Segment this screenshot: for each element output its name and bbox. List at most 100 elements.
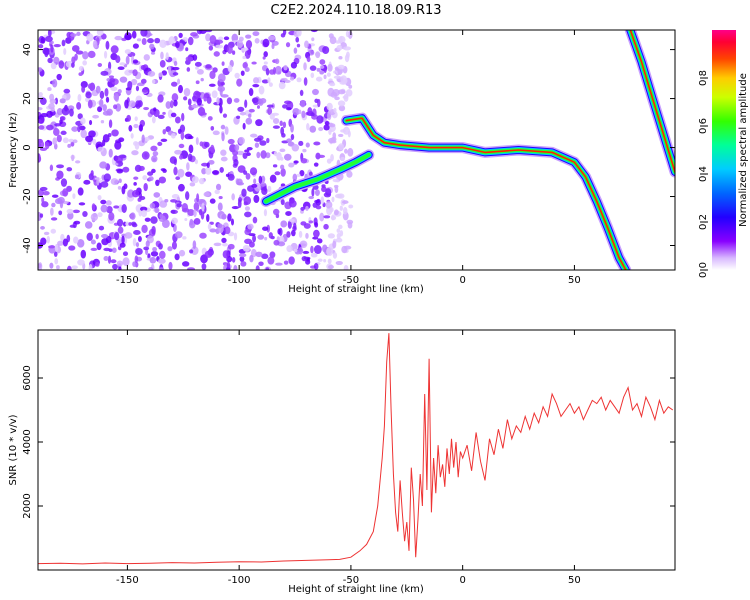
noise-speckle: [246, 146, 253, 151]
noise-speckle: [118, 137, 125, 143]
noise-speckle: [249, 167, 258, 176]
noise-speckle: [284, 100, 292, 105]
noise-speckle: [40, 225, 45, 230]
noise-speckle: [162, 128, 167, 135]
noise-speckle: [299, 89, 304, 97]
noise-speckle: [150, 51, 156, 55]
noise-speckle: [80, 249, 87, 259]
noise-speckle: [259, 140, 267, 146]
noise-speckle: [194, 159, 199, 165]
noise-speckle: [252, 234, 257, 243]
noise-speckle: [333, 107, 337, 114]
noise-speckle: [236, 182, 245, 186]
signal-trace-upper: [345, 117, 627, 270]
noise-speckle: [138, 124, 143, 132]
noise-speckle: [267, 185, 272, 193]
noise-speckle: [336, 44, 343, 51]
noise-speckle: [132, 238, 137, 247]
noise-speckle: [323, 223, 329, 230]
noise-speckle: [220, 149, 227, 156]
noise-speckle: [269, 174, 277, 183]
noise-speckle: [56, 164, 64, 169]
noise-speckle: [96, 176, 100, 186]
noise-speckle: [192, 240, 197, 250]
noise-speckle: [140, 78, 147, 84]
noise-speckle: [268, 232, 273, 239]
noise-speckle: [337, 64, 345, 70]
noise-speckle: [307, 107, 313, 115]
noise-speckle: [97, 194, 102, 201]
signal-trace: [260, 30, 675, 270]
noise-speckle: [110, 86, 118, 92]
noise-speckle: [140, 30, 148, 37]
noise-speckle: [267, 107, 273, 115]
noise-speckle: [151, 79, 156, 84]
noise-speckle: [90, 247, 98, 252]
noise-speckle: [61, 107, 70, 116]
noise-speckle: [175, 40, 180, 49]
noise-speckle: [147, 70, 156, 77]
bottom-y-tick-label: 2000: [22, 493, 33, 518]
top-x-tick-label: 0: [459, 275, 465, 286]
noise-speckle: [176, 78, 181, 85]
noise-speckle: [62, 188, 69, 197]
noise-speckle: [94, 262, 100, 267]
noise-speckle: [339, 80, 347, 85]
noise-speckle: [272, 117, 280, 124]
noise-speckle: [318, 127, 324, 132]
noise-speckle: [99, 90, 105, 99]
noise-speckle: [111, 129, 119, 137]
noise-speckle: [234, 72, 240, 79]
noise-speckle: [341, 245, 348, 254]
noise-speckle: [291, 143, 300, 152]
noise-speckle: [126, 114, 131, 122]
noise-speckle: [337, 133, 344, 138]
noise-speckle: [219, 87, 223, 97]
noise-speckle: [71, 45, 80, 52]
noise-speckle: [195, 66, 199, 70]
noise-speckle: [106, 205, 113, 214]
noise-speckle: [58, 60, 65, 69]
noise-speckle: [290, 133, 295, 141]
noise-speckle: [72, 209, 80, 214]
noise-speckle: [122, 251, 129, 257]
noise-speckle: [53, 44, 61, 48]
noise-speckle: [303, 77, 308, 86]
noise-speckle: [170, 199, 178, 203]
noise-speckle: [115, 155, 123, 164]
noise-speckle: [220, 81, 225, 86]
noise-speckle: [159, 200, 168, 208]
noise-speckle: [48, 245, 56, 249]
noise-speckle: [131, 190, 140, 198]
noise-speckle: [260, 150, 267, 159]
noise-speckle: [97, 62, 103, 67]
noise-speckle: [88, 120, 93, 126]
noise-speckle: [53, 56, 60, 64]
noise-speckle: [108, 212, 115, 221]
bottom-x-tick-label: 50: [568, 575, 581, 586]
bottom-y-axis-label: SNR (10 * v/v): [8, 414, 19, 485]
top-y-axis-label: Frequency (Hz): [8, 112, 19, 188]
noise-speckle: [99, 161, 108, 169]
noise-speckle: [214, 189, 220, 195]
noise-speckle: [345, 30, 350, 38]
noise-speckle: [204, 250, 213, 258]
noise-speckle: [136, 38, 142, 42]
noise-speckle: [77, 125, 81, 133]
noise-speckle: [149, 43, 155, 50]
noise-speckle: [293, 47, 298, 54]
noise-speckle: [213, 51, 220, 57]
noise-speckle: [77, 94, 82, 102]
colorbar-tick-label: 0.2: [698, 214, 709, 230]
noise-speckle: [154, 207, 160, 214]
bottom-x-ticks: -150 -100 -50 0 50: [116, 330, 581, 586]
noise-speckle: [248, 88, 254, 97]
noise-speckle: [97, 106, 103, 113]
noise-speckle: [98, 225, 105, 231]
noise-speckle: [143, 182, 148, 192]
noise-speckle: [141, 209, 147, 218]
noise-speckle: [219, 166, 224, 173]
noise-speckle: [286, 231, 291, 238]
noise-speckle: [227, 213, 232, 222]
noise-speckle: [158, 267, 164, 270]
